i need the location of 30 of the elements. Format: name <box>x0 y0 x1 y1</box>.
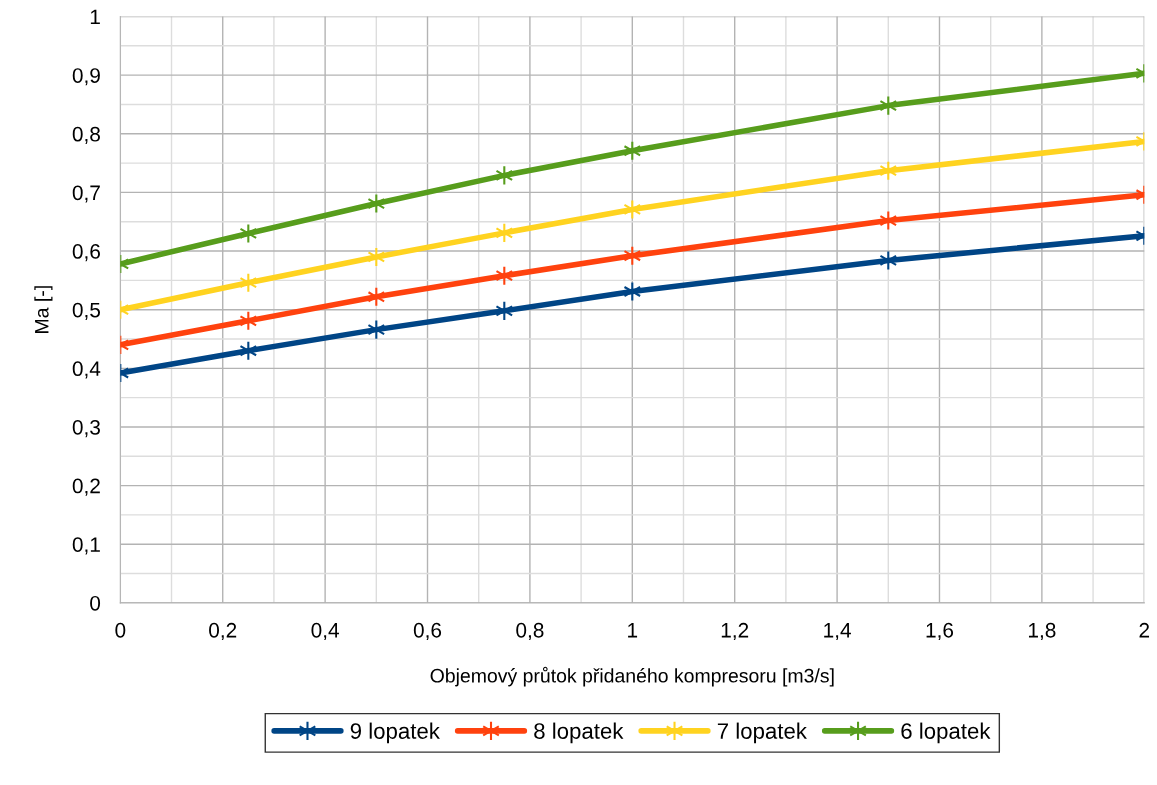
x-tick-label: 1,2 <box>721 622 749 641</box>
x-tick-label: 1 <box>628 623 638 638</box>
point <box>239 340 258 361</box>
x-tick-label: 0,8 <box>516 622 544 641</box>
x-tick-label: 0,4 <box>311 622 339 641</box>
x-tick-label: 0,2 <box>209 622 237 641</box>
x-tick-label: 2 <box>1139 622 1150 638</box>
y-tick-label: 0,9 <box>72 68 100 86</box>
x-tick-label: 1,8 <box>1028 622 1056 641</box>
y-tick-label: 0,3 <box>72 419 100 438</box>
x-axis-title: Objemový průtok přidaného kompresoru [m3/s] <box>430 666 834 687</box>
legend-label: 8 lopatek <box>534 722 624 744</box>
y-axis-title: Ma [-] <box>34 286 53 333</box>
x-tick-label: 1,6 <box>926 622 954 641</box>
x-tick-label: 0,6 <box>413 622 442 641</box>
legend-label: 9 lopatek <box>350 722 440 744</box>
y-tick-label: 0,5 <box>72 302 101 320</box>
y-tick-label: 0,1 <box>72 537 100 555</box>
y-tick-label: 0,2 <box>72 478 100 496</box>
x-tick-label: 1,4 <box>824 623 851 641</box>
y-tick-label: 0 <box>90 595 101 611</box>
y-tick-label: 0,7 <box>72 185 100 203</box>
legend-label: 7 lopatek <box>717 722 807 744</box>
y-tick-label: 0,6 <box>72 244 100 262</box>
y-tick-label: 0,8 <box>72 126 100 144</box>
x-tick-label: 0 <box>115 622 126 638</box>
point <box>623 281 642 302</box>
y-tick-label: 0,4 <box>72 361 101 379</box>
legend-label: 6 lopatek <box>901 722 991 744</box>
y-tick-label: 1 <box>90 9 100 25</box>
